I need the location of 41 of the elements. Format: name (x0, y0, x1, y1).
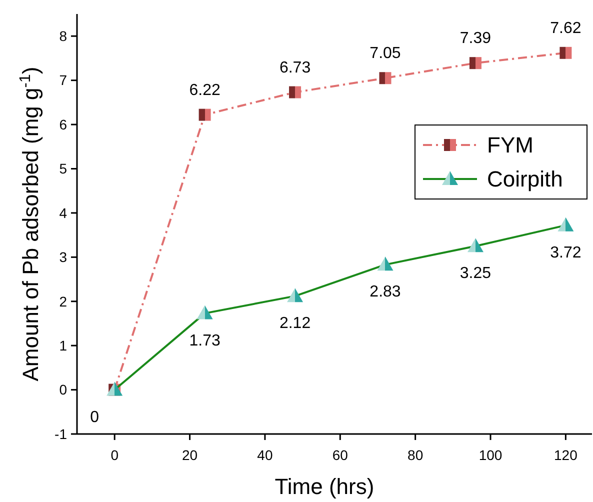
y-tick-label: 4 (59, 204, 68, 221)
x-tick-label: 0 (110, 447, 119, 463)
point (377, 256, 394, 271)
data-label: 7.39 (460, 30, 492, 48)
legend-label: FYM (487, 132, 534, 158)
y-tick-label: 3 (59, 249, 68, 266)
y-tick-label: 6 (59, 116, 68, 132)
data-label: 6.73 (279, 59, 311, 76)
data-label: 7.62 (550, 20, 582, 37)
y-tick-label: 1 (59, 337, 68, 354)
x-axis-title: Time (hrs) (274, 474, 374, 499)
y-tick-label: 5 (59, 160, 68, 177)
x-tick-label: 120 (554, 447, 578, 463)
data-label: 0 (90, 408, 100, 426)
y-tick-label: 0 (59, 382, 68, 398)
point (287, 288, 304, 302)
data-label: 3.72 (550, 244, 582, 262)
data-label: 6.22 (189, 82, 220, 99)
point (198, 108, 211, 121)
point (289, 86, 302, 98)
x-tick-label: 20 (182, 447, 198, 463)
data-label: 2.83 (370, 284, 401, 301)
x-tick-label: 40 (257, 447, 273, 463)
y-tick-label: 7 (59, 72, 68, 88)
y-tick-label: 2 (59, 293, 68, 310)
point (469, 57, 482, 70)
x-tick-label: 100 (478, 447, 502, 463)
point (560, 46, 572, 59)
data-label: 7.05 (370, 45, 401, 62)
point (196, 305, 213, 320)
legend-label: Coirpith (487, 166, 563, 192)
x-tick-label: 60 (332, 447, 348, 463)
data-label: 2.12 (279, 315, 311, 332)
x-tick-label: 80 (408, 447, 424, 463)
data-label: 3.25 (460, 265, 492, 282)
y-tick-label: -1 (54, 426, 68, 442)
y-tick-label: 8 (59, 28, 68, 44)
data-label: 1.73 (189, 332, 220, 350)
point (558, 217, 574, 232)
point (467, 238, 484, 252)
point (379, 72, 392, 84)
